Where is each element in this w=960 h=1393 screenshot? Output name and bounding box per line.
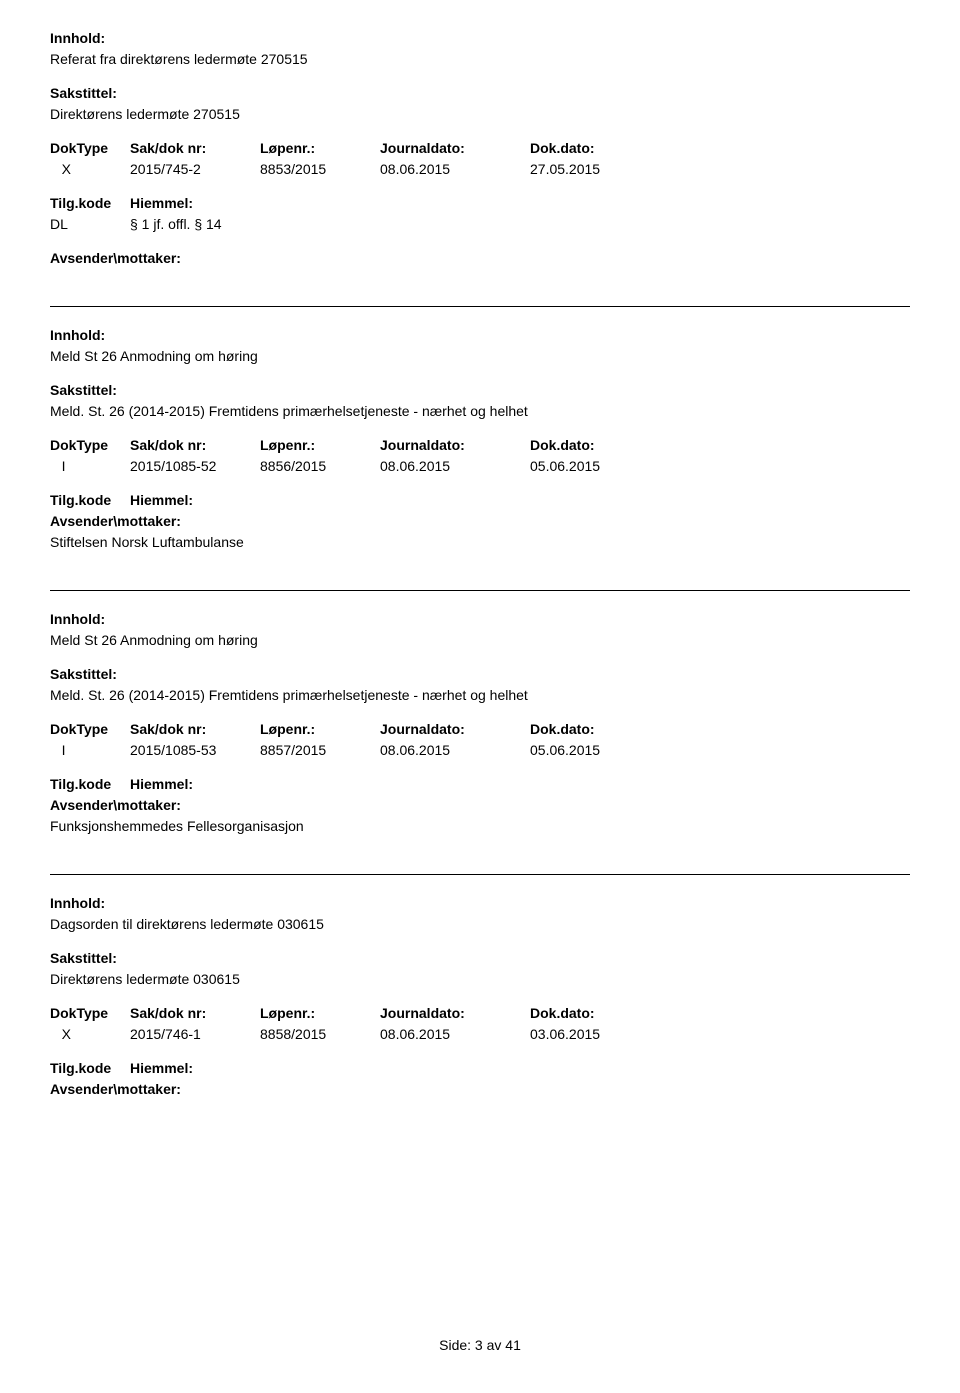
innhold-label: Innhold:: [50, 895, 910, 911]
avsender-value: Funksjonshemmedes Fellesorganisasjon: [50, 818, 910, 834]
doktype-value: I: [50, 742, 130, 758]
page-footer: Side: 3 av 41: [50, 1337, 910, 1373]
sakstittel-value: Direktørens ledermøte 030615: [50, 971, 910, 987]
journal-entry: Innhold: Meld St 26 Anmodning om høring …: [50, 590, 910, 874]
journaldato-value: 08.06.2015: [380, 161, 530, 177]
innhold-label: Innhold:: [50, 30, 910, 46]
dokdato-header: Dok.dato:: [530, 721, 650, 737]
doktype-value: I: [50, 458, 130, 474]
journaldato-header: Journaldato:: [380, 437, 530, 453]
lopenr-header: Løpenr.:: [260, 721, 380, 737]
avsender-label: Avsender\mottaker:: [50, 513, 910, 529]
lopenr-header: Løpenr.:: [260, 1005, 380, 1021]
innhold-value: Referat fra direktørens ledermøte 270515: [50, 51, 910, 67]
journal-entries-container: Innhold: Referat fra direktørens ledermø…: [50, 20, 910, 1137]
journaldato-header: Journaldato:: [380, 140, 530, 156]
dokdato-value: 05.06.2015: [530, 458, 650, 474]
dokdato-value: 05.06.2015: [530, 742, 650, 758]
tilgkode-label: Tilg.kode: [50, 776, 130, 792]
journaldato-header: Journaldato:: [380, 721, 530, 737]
doktype-value: X: [50, 161, 130, 177]
sakstittel-value: Meld. St. 26 (2014-2015) Fremtidens prim…: [50, 687, 910, 703]
sakstittel-value: Direktørens ledermøte 270515: [50, 106, 910, 122]
hiemmel-label: Hiemmel:: [130, 492, 193, 508]
saknr-header: Sak/dok nr:: [130, 140, 260, 156]
innhold-label: Innhold:: [50, 611, 910, 627]
hiemmel-label: Hiemmel:: [130, 1060, 193, 1076]
tilgkode-label: Tilg.kode: [50, 1060, 130, 1076]
journal-entry: Innhold: Meld St 26 Anmodning om høring …: [50, 306, 910, 590]
journal-entry: Innhold: Dagsorden til direktørens leder…: [50, 874, 910, 1137]
lopenr-value: 8856/2015: [260, 458, 380, 474]
doktype-value: X: [50, 1026, 130, 1042]
dokdato-header: Dok.dato:: [530, 1005, 650, 1021]
hiemmel-value: § 1 jf. offl. § 14: [130, 216, 222, 232]
journal-entry: Innhold: Referat fra direktørens ledermø…: [50, 20, 910, 306]
dokdato-header: Dok.dato:: [530, 437, 650, 453]
lopenr-value: 8853/2015: [260, 161, 380, 177]
hiemmel-label: Hiemmel:: [130, 776, 193, 792]
innhold-value: Dagsorden til direktørens ledermøte 0306…: [50, 916, 910, 932]
doktype-header: DokType: [50, 1005, 130, 1021]
saknr-header: Sak/dok nr:: [130, 721, 260, 737]
sakstittel-label: Sakstittel:: [50, 85, 910, 101]
avsender-value: Stiftelsen Norsk Luftambulanse: [50, 534, 910, 550]
journaldato-value: 08.06.2015: [380, 1026, 530, 1042]
avsender-label: Avsender\mottaker:: [50, 1081, 910, 1097]
avsender-label: Avsender\mottaker:: [50, 250, 910, 266]
innhold-value: Meld St 26 Anmodning om høring: [50, 632, 910, 648]
lopenr-header: Løpenr.:: [260, 437, 380, 453]
doktype-header: DokType: [50, 437, 130, 453]
saknr-value: 2015/745-2: [130, 161, 260, 177]
hiemmel-label: Hiemmel:: [130, 195, 193, 211]
lopenr-value: 8857/2015: [260, 742, 380, 758]
journaldato-value: 08.06.2015: [380, 458, 530, 474]
saknr-header: Sak/dok nr:: [130, 1005, 260, 1021]
saknr-header: Sak/dok nr:: [130, 437, 260, 453]
sakstittel-label: Sakstittel:: [50, 950, 910, 966]
saknr-value: 2015/746-1: [130, 1026, 260, 1042]
dokdato-value: 27.05.2015: [530, 161, 650, 177]
journaldato-value: 08.06.2015: [380, 742, 530, 758]
tilgkode-value: DL: [50, 216, 130, 232]
doktype-header: DokType: [50, 140, 130, 156]
tilgkode-label: Tilg.kode: [50, 492, 130, 508]
avsender-label: Avsender\mottaker:: [50, 797, 910, 813]
journaldato-header: Journaldato:: [380, 1005, 530, 1021]
lopenr-value: 8858/2015: [260, 1026, 380, 1042]
saknr-value: 2015/1085-52: [130, 458, 260, 474]
sakstittel-label: Sakstittel:: [50, 382, 910, 398]
doktype-header: DokType: [50, 721, 130, 737]
tilgkode-label: Tilg.kode: [50, 195, 130, 211]
sakstittel-value: Meld. St. 26 (2014-2015) Fremtidens prim…: [50, 403, 910, 419]
dokdato-value: 03.06.2015: [530, 1026, 650, 1042]
saknr-value: 2015/1085-53: [130, 742, 260, 758]
dokdato-header: Dok.dato:: [530, 140, 650, 156]
innhold-label: Innhold:: [50, 327, 910, 343]
lopenr-header: Løpenr.:: [260, 140, 380, 156]
innhold-value: Meld St 26 Anmodning om høring: [50, 348, 910, 364]
sakstittel-label: Sakstittel:: [50, 666, 910, 682]
